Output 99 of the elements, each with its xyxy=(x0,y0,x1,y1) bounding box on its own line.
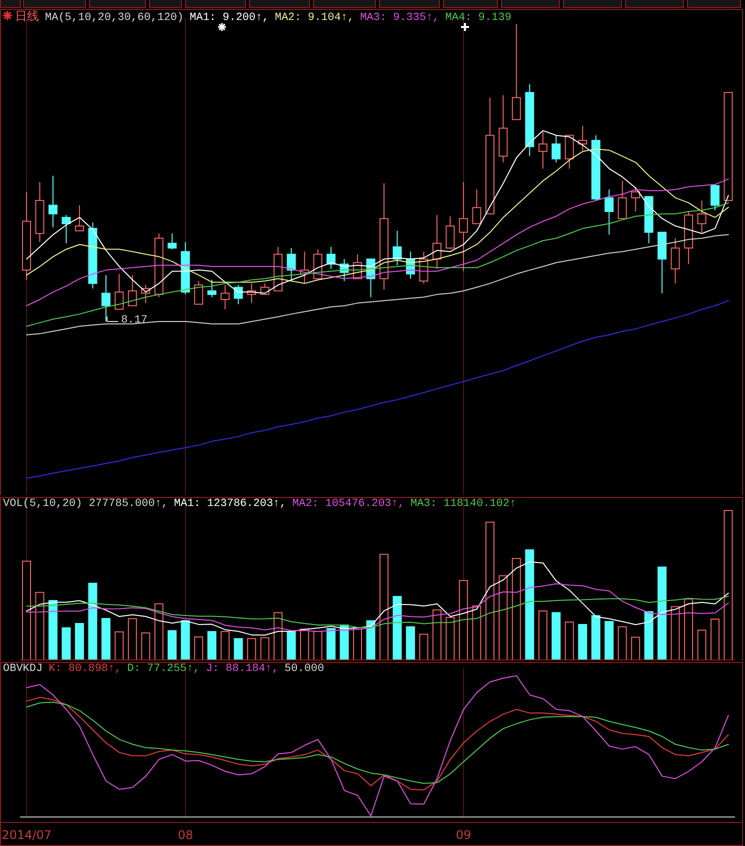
bar xyxy=(485,522,494,660)
bar xyxy=(353,627,362,660)
candlestick xyxy=(458,182,468,272)
candlestick xyxy=(644,196,654,244)
chart-title: 日线 xyxy=(15,9,39,23)
legend-title: VOL(5,10,20) 277785.000↑, xyxy=(3,498,168,510)
x-tick-label: 08 xyxy=(178,828,194,842)
text: 50.000 xyxy=(284,663,324,675)
bar xyxy=(380,554,388,660)
x-tick-label: 09 xyxy=(456,828,472,842)
bar xyxy=(220,631,230,660)
bar xyxy=(260,637,270,660)
bar xyxy=(194,636,204,660)
bar xyxy=(419,634,428,660)
candlestick xyxy=(658,232,667,294)
bar xyxy=(538,610,548,660)
candlestick xyxy=(48,175,58,228)
text: MA1: 123786.203↑, xyxy=(174,498,286,510)
bar xyxy=(697,630,706,660)
bar xyxy=(48,600,58,660)
legend-title: MA(5,10,20,30,60,120) xyxy=(45,12,184,24)
candlestick xyxy=(128,274,137,306)
candlestick xyxy=(88,222,98,289)
bar xyxy=(710,618,720,660)
bar xyxy=(234,638,243,660)
bar xyxy=(525,549,534,660)
text: MA2: 105476.203↑, xyxy=(292,498,404,510)
candlestick xyxy=(74,204,84,232)
bar xyxy=(101,618,110,660)
bar xyxy=(604,621,614,660)
candlestick xyxy=(538,131,548,170)
bar xyxy=(340,624,349,660)
text: J: 88.184↑, xyxy=(206,663,278,675)
candlestick xyxy=(618,180,627,220)
candlestick xyxy=(101,274,110,322)
bar xyxy=(247,638,256,660)
bar xyxy=(300,628,310,660)
bar xyxy=(591,615,600,660)
candlestick xyxy=(22,191,31,280)
text: D: 77.255↑, xyxy=(127,663,200,675)
candlestick xyxy=(472,188,482,224)
bar xyxy=(154,603,164,660)
legend-title: OBVKDJ xyxy=(3,663,43,675)
annotation: 8.17 xyxy=(121,314,148,326)
bar xyxy=(180,620,190,660)
candlestick xyxy=(525,84,534,157)
candlestick xyxy=(114,273,124,310)
bar xyxy=(670,606,680,660)
bar xyxy=(128,618,137,660)
bar xyxy=(564,622,574,660)
bar xyxy=(62,627,71,660)
candlestick xyxy=(286,248,296,280)
bar xyxy=(498,575,508,660)
bar xyxy=(684,598,694,660)
bar xyxy=(74,622,84,660)
bar xyxy=(658,566,667,660)
bar xyxy=(631,636,640,660)
text: MA4: 9.139 xyxy=(445,12,512,24)
bar xyxy=(274,612,283,660)
bar xyxy=(114,631,124,660)
bar xyxy=(392,596,402,660)
bar xyxy=(552,612,561,660)
bar xyxy=(141,632,150,660)
bar xyxy=(88,582,98,660)
bar xyxy=(512,558,521,660)
text: MA3: 9.335↑, xyxy=(360,12,440,24)
text: MA2: 9.104↑, xyxy=(274,12,354,24)
bar xyxy=(207,631,216,660)
bar xyxy=(644,611,654,660)
bar xyxy=(446,616,455,660)
candlestick xyxy=(485,97,494,214)
candlestick xyxy=(194,280,204,305)
bar xyxy=(472,605,482,660)
candlestick xyxy=(724,92,733,201)
bar xyxy=(406,626,415,660)
text: MA3: 118140.102↑ xyxy=(410,498,516,510)
bar xyxy=(35,592,44,660)
candlestick xyxy=(380,182,388,290)
text: K: 80.898↑, xyxy=(48,663,122,675)
bar xyxy=(458,580,468,660)
bar xyxy=(618,626,627,660)
bar xyxy=(326,628,336,660)
candlestick xyxy=(35,182,44,243)
candlestick xyxy=(220,284,230,310)
bar xyxy=(286,631,296,660)
bar xyxy=(22,560,31,660)
candlestick xyxy=(498,94,508,163)
bar xyxy=(313,631,322,660)
bar xyxy=(366,620,376,660)
candlestick xyxy=(564,134,574,170)
bar xyxy=(168,630,177,660)
candlestick xyxy=(697,200,706,233)
candlestick xyxy=(512,24,521,120)
x-tick-label: 2014/07 xyxy=(2,828,52,842)
bar xyxy=(724,510,733,660)
bar xyxy=(432,609,442,660)
text: MA1: 9.200↑, xyxy=(190,12,269,24)
candlestick xyxy=(670,238,680,284)
bar xyxy=(578,624,588,660)
